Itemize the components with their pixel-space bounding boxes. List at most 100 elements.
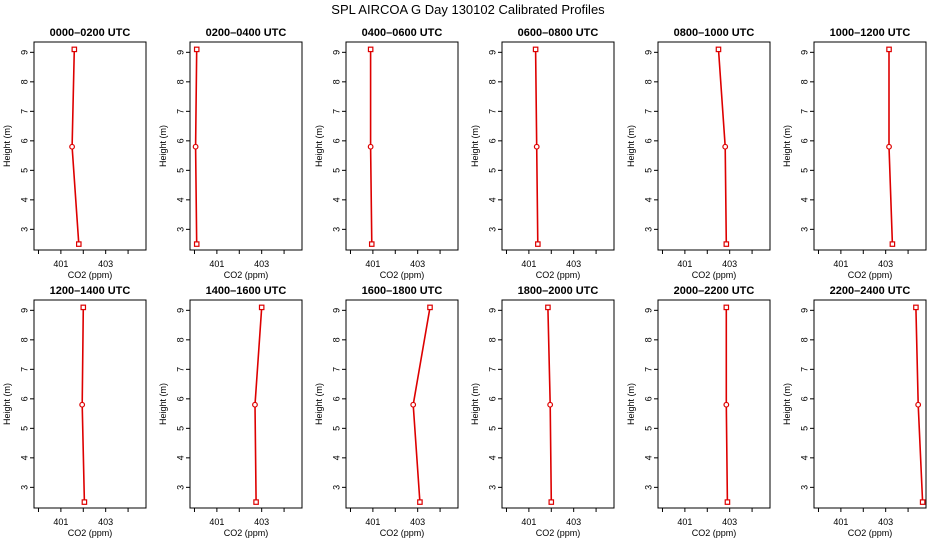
y-tick-label: 9 [175,50,185,55]
y-tick-label: 8 [331,337,341,342]
profile-panel: 1800–2000 UTC 401 403 3 4 5 6 7 8 9 CO2 (ppm) Heigh… [470,285,615,538]
x-axis-label: CO2 (ppm) [224,528,269,538]
y-tick-label: 7 [799,109,809,114]
data-point [410,401,417,408]
data-point [258,304,265,311]
data-point [79,401,86,408]
data-point [80,304,87,311]
y-tick-label: 4 [487,455,497,460]
y-tick-label: 6 [643,396,653,401]
x-axis-label: CO2 (ppm) [692,528,737,538]
y-tick-label: 4 [175,455,185,460]
data-point [368,241,375,247]
data-point [889,241,896,247]
x-axis-label: CO2 (ppm) [68,270,113,280]
y-tick-label: 4 [487,197,497,202]
y-tick-label: 4 [799,197,809,202]
panel-title: 0200–0400 UTC [206,27,287,39]
y-tick-label: 7 [175,367,185,372]
profile-panel: 2000–2200 UTC 401 403 3 4 5 6 7 8 9 CO2 (ppm) Heigh… [626,285,771,538]
y-tick-label: 9 [331,308,341,313]
x-tick-label: 403 [878,517,893,527]
y-tick-label: 9 [799,308,809,313]
panel-title: 1400–1600 UTC [206,285,287,297]
y-tick-label: 9 [19,308,29,313]
plot-frame [345,299,459,509]
y-tick-label: 8 [487,79,497,84]
y-tick-label: 5 [643,168,653,173]
y-tick-label: 7 [19,367,29,372]
y-tick-label: 5 [19,426,29,431]
y-tick-label: 8 [175,79,185,84]
x-axis-label: CO2 (ppm) [536,528,581,538]
x-tick-label: 403 [254,517,269,527]
y-axis-label: Height (m) [314,383,324,425]
y-tick-label: 6 [487,396,497,401]
profile-panel: 2200–2400 UTC 401 403 3 4 5 6 7 8 9 CO2 (ppm) Heigh… [782,285,927,538]
profile-panel: 0600–0800 UTC 401 403 3 4 5 6 7 8 9 CO2 (ppm) Heigh… [470,27,615,280]
y-tick-label: 9 [487,308,497,313]
y-tick-label: 7 [331,367,341,372]
y-axis-label: Height (m) [470,125,480,167]
y-tick-label: 9 [175,308,185,313]
plot-frame [33,299,147,509]
y-tick-label: 9 [487,50,497,55]
y-tick-label: 4 [19,197,29,202]
x-tick-label: 401 [833,259,848,269]
data-point [723,304,730,311]
y-axis-label: Height (m) [2,125,12,167]
y-axis-label: Height (m) [626,125,636,167]
data-point [71,46,78,53]
y-tick-label: 6 [643,138,653,143]
x-tick-label: 401 [521,517,536,527]
data-point [535,241,541,247]
y-tick-label: 6 [799,396,809,401]
y-tick-label: 3 [487,227,497,232]
y-tick-label: 5 [799,168,809,173]
x-axis-label: CO2 (ppm) [692,270,737,280]
x-tick-label: 401 [53,517,68,527]
y-tick-label: 7 [643,109,653,114]
data-point [253,499,259,505]
data-point [81,499,88,505]
panel-title: 1800–2000 UTC [518,285,599,297]
x-axis-label: CO2 (ppm) [380,270,425,280]
y-tick-label: 8 [487,337,497,342]
y-tick-label: 7 [643,367,653,372]
x-tick-label: 403 [410,517,425,527]
y-tick-label: 8 [799,79,809,84]
y-tick-label: 8 [799,337,809,342]
x-axis-label: CO2 (ppm) [68,528,113,538]
y-tick-label: 6 [331,138,341,143]
data-point [715,46,722,53]
profile-panel: 0400–0600 UTC 401 403 3 4 5 6 7 8 9 CO2 (ppm) Heigh… [314,27,459,280]
data-point [193,46,200,53]
y-tick-label: 3 [799,227,809,232]
y-tick-label: 5 [487,426,497,431]
profile-panel: 0800–1000 UTC 401 403 3 4 5 6 7 8 9 CO2 (ppm) Heigh… [626,27,771,280]
y-tick-label: 4 [643,197,653,202]
plot-frame [657,299,771,509]
x-tick-label: 403 [878,259,893,269]
panel-title: 1600–1800 UTC [362,285,443,297]
data-point [919,499,926,505]
y-tick-label: 3 [799,485,809,490]
plot-frame [189,41,303,251]
y-tick-label: 3 [175,485,185,490]
plot-frame [189,299,303,509]
y-tick-label: 8 [175,337,185,342]
x-tick-label: 403 [98,517,113,527]
y-tick-label: 6 [175,138,185,143]
x-axis-label: CO2 (ppm) [848,270,893,280]
profile-panel: 1000–1200 UTC 401 403 3 4 5 6 7 8 9 CO2 (ppm) Heigh… [782,27,927,280]
y-axis-label: Height (m) [2,383,12,425]
y-tick-label: 7 [487,109,497,114]
y-axis-label: Height (m) [782,125,792,167]
y-axis-label: Height (m) [158,383,168,425]
y-tick-label: 5 [331,168,341,173]
y-tick-label: 6 [19,138,29,143]
x-tick-label: 401 [521,259,536,269]
data-point [532,46,539,53]
plot-frame [33,41,147,251]
data-point [427,304,433,311]
